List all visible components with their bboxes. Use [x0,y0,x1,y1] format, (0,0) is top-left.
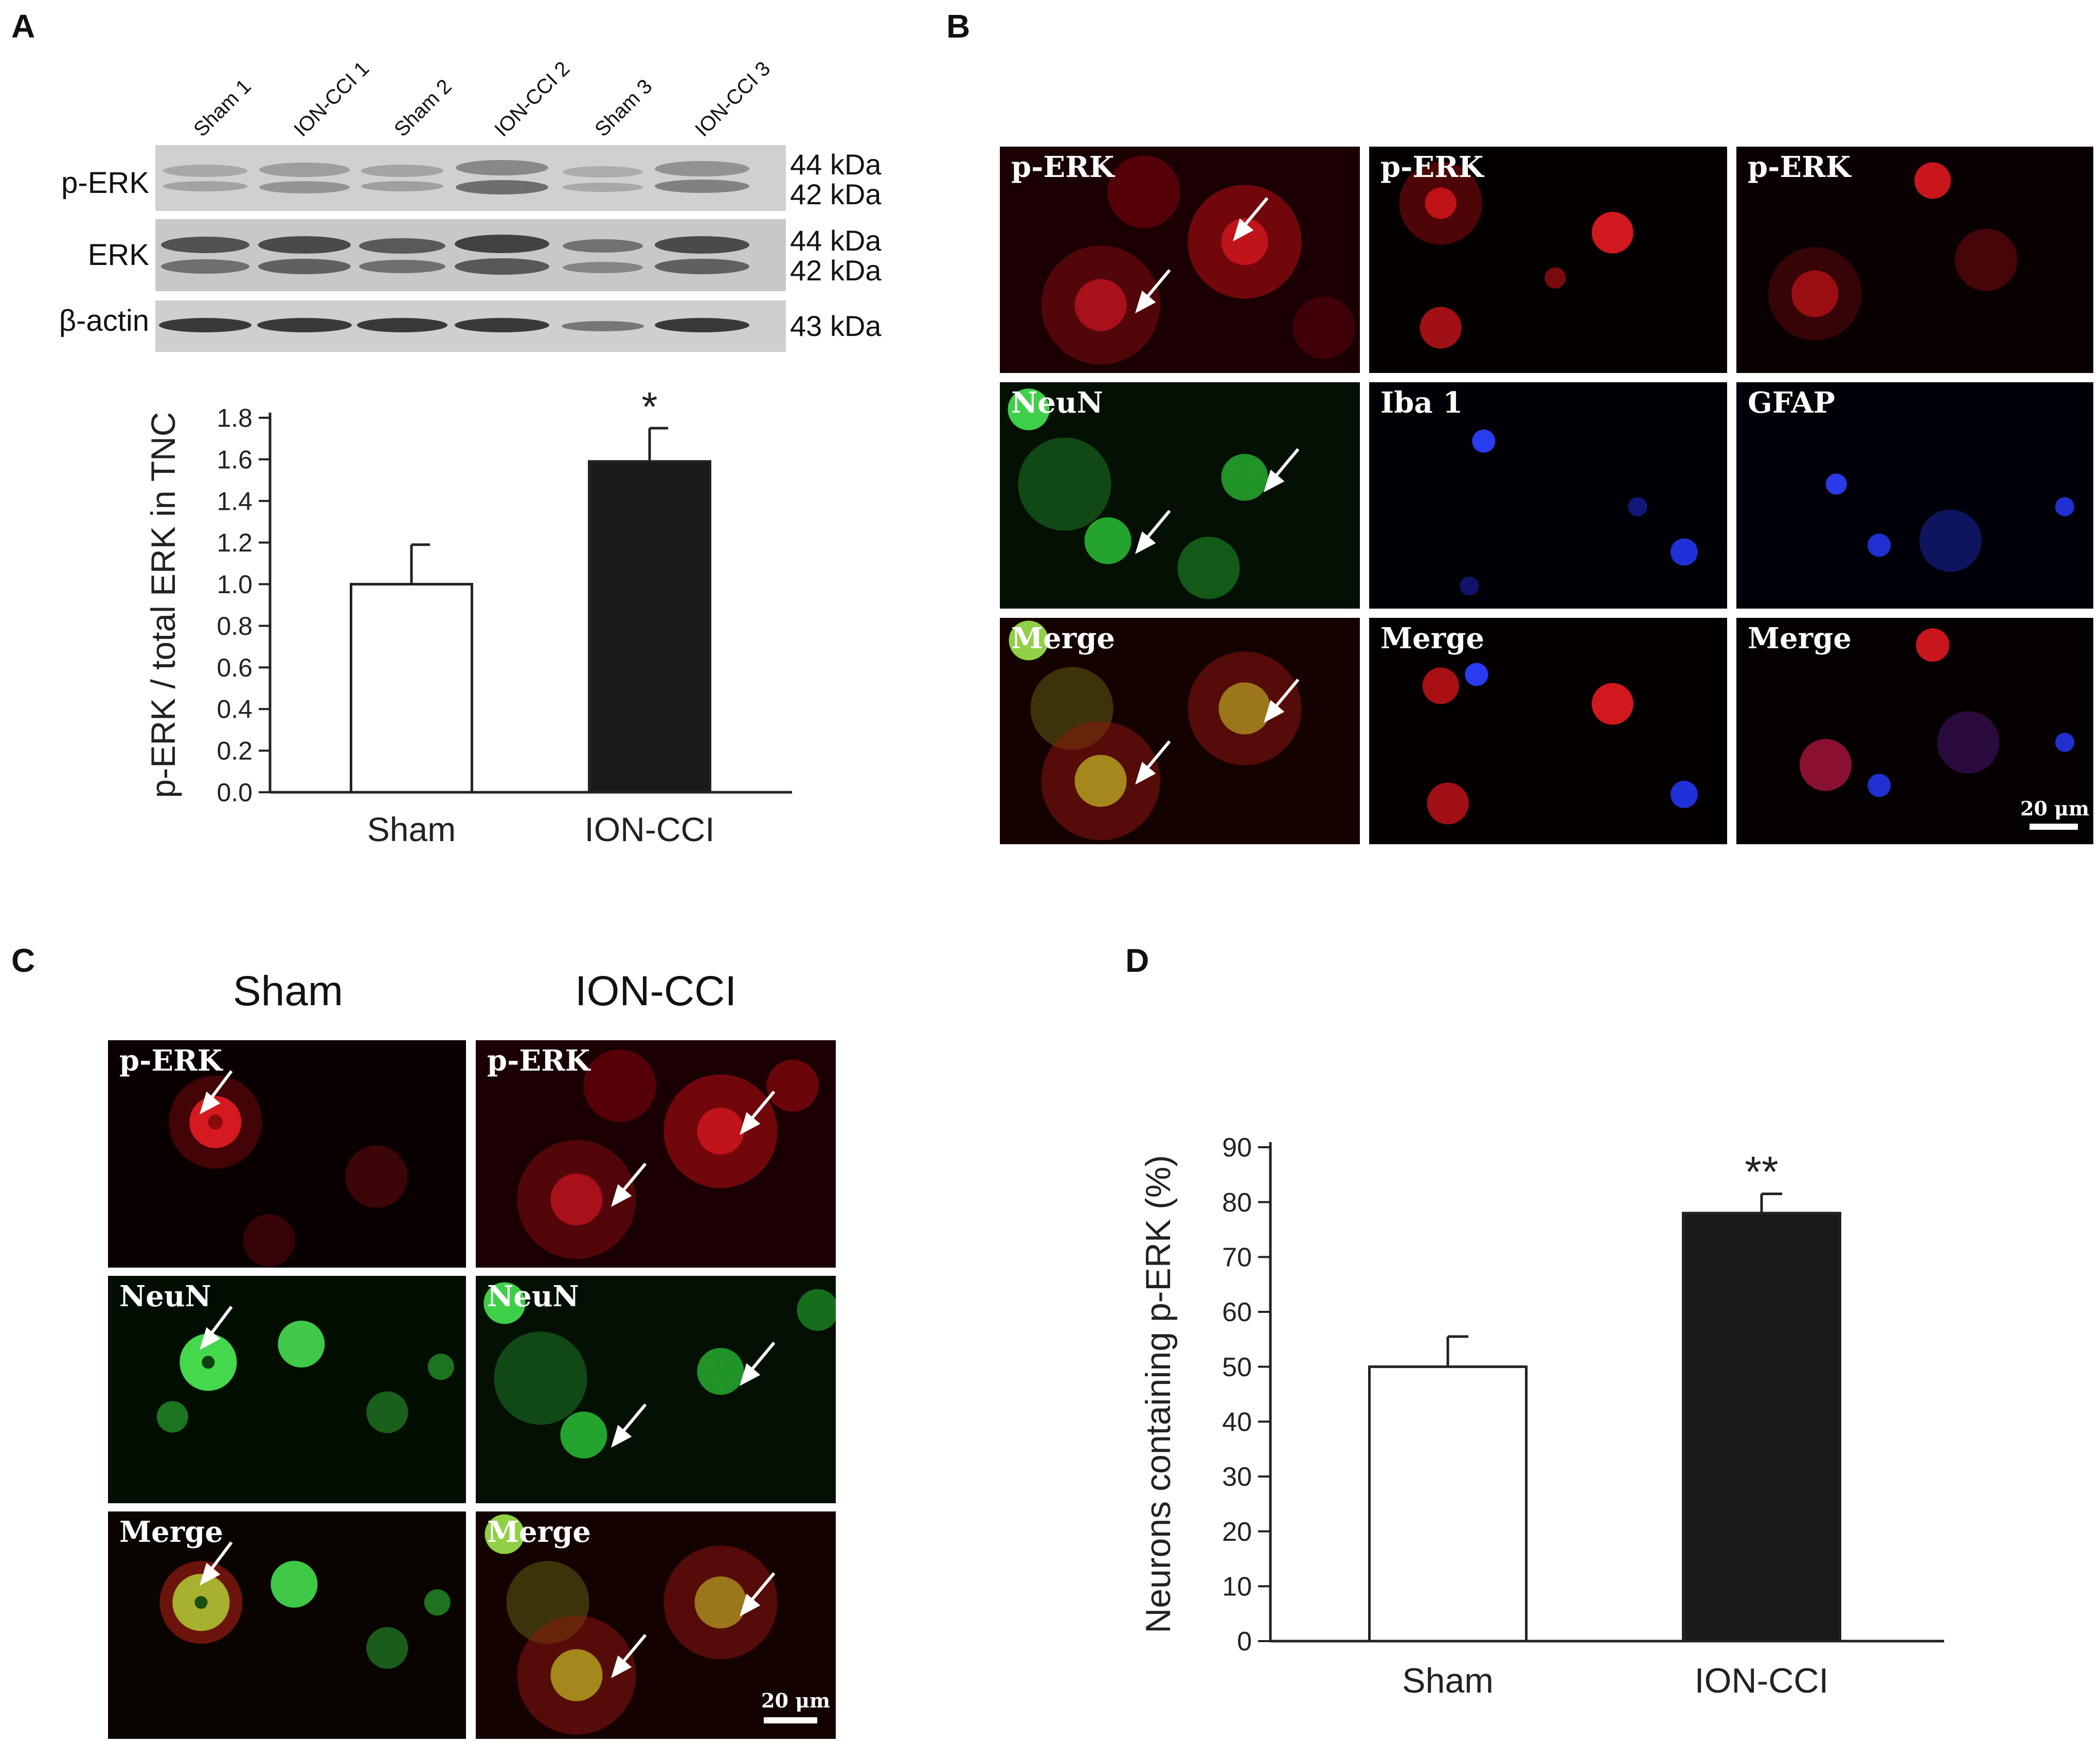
y-tick-label: 90 [1222,1133,1252,1163]
micrograph-label: p-ERK [1748,150,1851,184]
kda-label: 44 kDa [790,224,882,257]
lane-label: ION-CCI 3 [691,57,775,141]
lane-label: ION-CCI 1 [290,57,374,141]
micrograph-label: Iba 1 [1380,386,1463,420]
micrograph-neun: NeuN [476,1276,836,1503]
chart-a: 0.0 0.2 0.4 0.6 0.8 1.0 1.2 1.4 1.6 1.8 p-ERK / to… [144,384,792,848]
micrograph-neun: NeuN [108,1276,466,1503]
panel-label-a: A [11,8,35,45]
y-tick-label: 70 [1222,1243,1252,1273]
lane-label: Sham 2 [390,75,456,141]
micrograph-label: Merge [487,1515,591,1549]
micrograph-perk: p-ERK [476,1040,836,1268]
blot-strip-erk [155,219,786,291]
kda-label: 42 kDa [790,178,882,210]
blot-row-label: p-ERK [61,166,149,200]
micrograph-merge: Merge [1000,618,1360,844]
significance-mark: ** [1745,1148,1778,1196]
blot-strip-perk [155,145,786,211]
y-tick-label: 1.4 [217,487,253,515]
y-tick-label: 1.6 [217,445,253,474]
micrograph-label: Merge [119,1515,223,1549]
panel-label-b: B [946,8,971,45]
kda-label: 42 kDa [790,254,882,287]
micrograph-perk: p-ERK [1369,147,1727,373]
scale-bar [2030,824,2078,830]
y-tick-label: 0.8 [217,612,253,640]
micrograph-perk: p-ERK [1000,147,1360,373]
panel-label-d: D [1125,942,1150,979]
y-tick-label: 0.4 [217,695,253,724]
x-tick-label: Sham [367,810,456,848]
bar-sham [1368,1365,1528,1643]
y-tick-label: 40 [1222,1408,1252,1437]
y-axis-label: Neurons containing p-ERK (%) [1139,1155,1178,1633]
lane-label: Sham 3 [590,75,657,141]
micrograph-label: NeuN [1011,386,1103,420]
y-tick-label: 30 [1222,1462,1252,1492]
micrograph-label: NeuN [487,1279,579,1313]
blot-row-label: ERK [87,238,149,272]
lane-label: ION-CCI 2 [490,57,575,141]
panel-label-c: C [11,942,35,979]
micrograph-label: p-ERK [487,1044,590,1078]
y-tick-label: 0.0 [217,778,253,807]
scale-bar-label: 20 μm [2020,797,2090,820]
bar-ion-cci [588,460,711,794]
column-title: Sham [232,968,344,1015]
micrograph-label: Merge [1380,621,1484,655]
micrograph-merge: Merge 20 μm [1736,618,2093,844]
y-tick-label: 1.8 [217,404,253,433]
scale-bar [764,1717,817,1723]
micrograph-perk: p-ERK [1736,147,2093,373]
y-tick-label: 1.0 [217,570,253,599]
blot-row-label: β-actin [59,304,149,337]
micrograph-gfap: GFAP [1736,382,2093,609]
scale-bar-label: 20 μm [761,1689,831,1712]
bar-sham [350,583,473,794]
y-axis-label: p-ERK / total ERK in TNC [144,412,182,798]
y-tick-label: 80 [1222,1188,1252,1218]
micrograph-perk: p-ERK [108,1040,466,1268]
micrograph-label: Merge [1011,621,1115,655]
x-tick-label: ION-CCI [585,810,715,848]
y-tick-label: 0 [1237,1627,1252,1657]
chart-d: 0 10 20 30 40 50 60 70 80 90 Neurons containing p-… [1139,1133,1944,1700]
micrograph-merge: Merge 20 μm [476,1511,836,1739]
blot-strip-actin [155,300,786,352]
micrograph-merge: Merge [1369,618,1727,844]
y-tick-label: 50 [1222,1353,1252,1382]
lane-label: Sham 1 [189,75,256,141]
bar-ion-cci [1682,1212,1841,1643]
column-title: ION-CCI [575,968,737,1015]
micrograph-iba1: Iba 1 [1369,382,1727,609]
micrograph-label: p-ERK [119,1044,223,1078]
y-tick-label: 0.2 [217,737,253,766]
micrograph-label: p-ERK [1011,150,1115,184]
significance-mark: * [641,384,657,430]
micrograph-merge: Merge [108,1511,466,1739]
x-tick-label: ION-CCI [1695,1661,1829,1700]
micrograph-label: NeuN [119,1279,211,1313]
micrograph-label: p-ERK [1380,150,1484,184]
kda-label: 43 kDa [790,310,882,342]
micrograph-label: GFAP [1748,386,1835,420]
y-tick-label: 1.2 [217,528,253,557]
y-tick-label: 0.6 [217,653,253,682]
y-tick-label: 10 [1222,1572,1252,1602]
y-tick-label: 20 [1222,1517,1252,1547]
x-tick-label: Sham [1402,1661,1494,1700]
kda-label: 44 kDa [790,148,882,181]
micrograph-neun: NeuN [1000,382,1360,609]
micrograph-label: Merge [1748,621,1852,655]
y-tick-label: 60 [1222,1297,1252,1327]
